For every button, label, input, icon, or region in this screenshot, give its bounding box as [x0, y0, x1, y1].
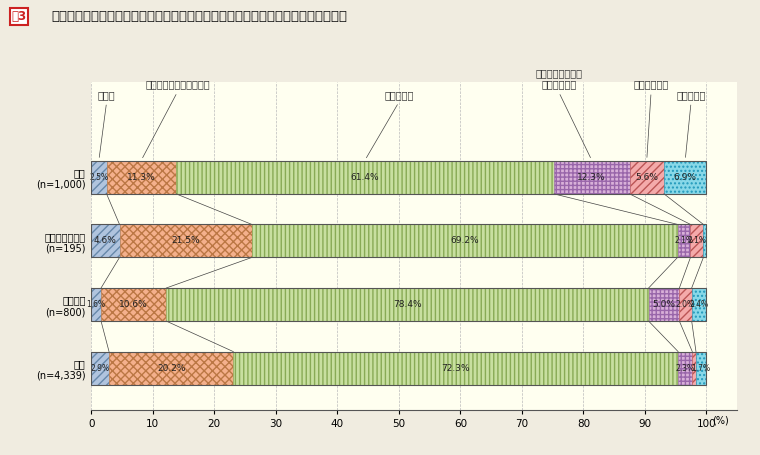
Text: 21.5%: 21.5% — [171, 237, 200, 245]
Text: 78.4%: 78.4% — [393, 300, 422, 309]
Bar — [91, 352, 109, 384]
Text: 10.6%: 10.6% — [119, 300, 148, 309]
Bar — [176, 161, 554, 194]
Text: 1.6%: 1.6% — [87, 300, 106, 309]
Text: 2.3%: 2.3% — [676, 364, 695, 373]
Bar — [101, 288, 166, 321]
Bar — [91, 224, 707, 258]
Text: 倫理規程で定められている行為規制の内容全般について、どのように思いますか。: 倫理規程で定められている行為規制の内容全般について、どのように思いますか。 — [52, 10, 347, 23]
Bar — [696, 352, 707, 384]
Bar — [690, 224, 703, 258]
Text: 厳しい: 厳しい — [98, 90, 116, 100]
Bar — [119, 224, 252, 258]
Bar — [554, 161, 629, 194]
Text: 69.2%: 69.2% — [451, 237, 479, 245]
Text: どちらかと言えば厳しい: どちらかと言えば厳しい — [145, 80, 210, 90]
Text: どちらかと言えば
緩やかである: どちらかと言えば 緩やかである — [535, 68, 582, 90]
Text: 分からない: 分からない — [676, 90, 706, 100]
Bar — [664, 161, 707, 194]
Bar — [678, 352, 692, 384]
Text: 緩やかである: 緩やかである — [633, 80, 669, 90]
Bar — [91, 352, 707, 384]
Text: 2.1%: 2.1% — [674, 237, 693, 245]
Bar — [629, 161, 664, 194]
Bar — [679, 288, 692, 321]
Bar — [91, 288, 101, 321]
Text: 4.6%: 4.6% — [94, 237, 117, 245]
Text: 2.0%: 2.0% — [676, 300, 695, 309]
Text: 2.9%: 2.9% — [90, 364, 109, 373]
Text: 6.9%: 6.9% — [673, 173, 697, 182]
Text: 5.6%: 5.6% — [635, 173, 658, 182]
Bar — [233, 352, 678, 384]
Bar — [677, 224, 690, 258]
Bar — [91, 161, 707, 194]
Bar — [692, 288, 707, 321]
Bar — [91, 161, 106, 194]
Bar — [692, 352, 696, 384]
Text: 2.4%: 2.4% — [689, 300, 708, 309]
Text: 72.3%: 72.3% — [442, 364, 470, 373]
Text: 1.7%: 1.7% — [692, 364, 711, 373]
Bar — [648, 288, 679, 321]
Text: 20.2%: 20.2% — [157, 364, 185, 373]
Text: 11.3%: 11.3% — [127, 173, 156, 182]
Bar — [703, 224, 707, 258]
Bar — [252, 224, 677, 258]
Bar — [91, 224, 119, 258]
Text: 12.3%: 12.3% — [578, 173, 606, 182]
Bar — [91, 288, 707, 321]
Text: 61.4%: 61.4% — [350, 173, 379, 182]
Text: 妥当である: 妥当である — [384, 90, 413, 100]
Bar — [109, 352, 233, 384]
Text: (%): (%) — [713, 416, 730, 426]
Text: 図3: 図3 — [11, 10, 27, 23]
Text: 2.5%: 2.5% — [90, 173, 109, 182]
Bar — [106, 161, 176, 194]
Bar — [166, 288, 648, 321]
Text: 2.1%: 2.1% — [687, 237, 706, 245]
Text: 5.0%: 5.0% — [653, 300, 676, 309]
